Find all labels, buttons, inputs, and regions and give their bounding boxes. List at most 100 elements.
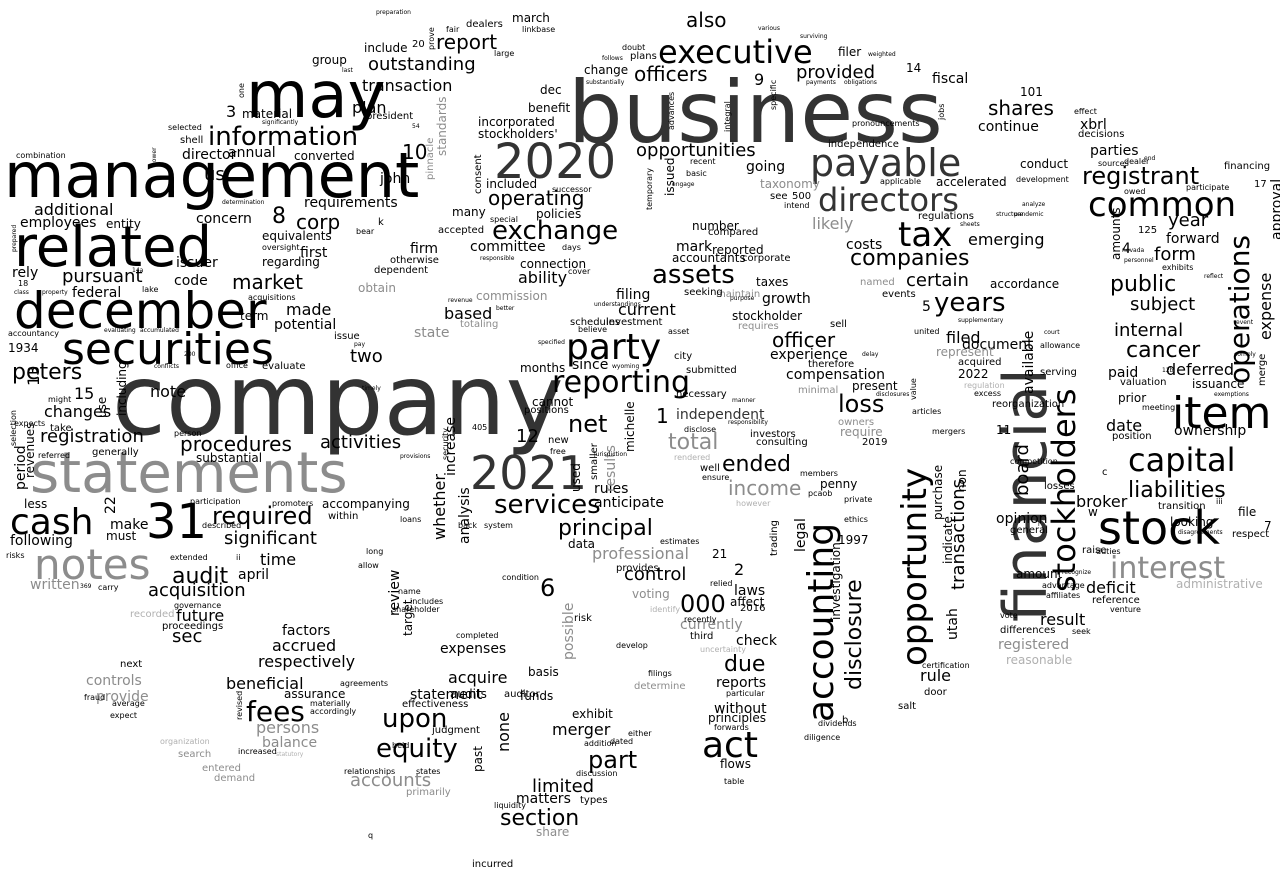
word-shell: shell [180, 135, 204, 146]
word-determination: determination [222, 199, 265, 206]
word-2020: 2020 [494, 134, 617, 190]
word-approval: approval [1269, 178, 1280, 240]
word-possible: possible [561, 602, 577, 660]
word-judgment: judgment [432, 725, 480, 736]
word-march: march [512, 11, 550, 25]
word-respect: respect [1232, 529, 1270, 540]
word-reported: reported [712, 243, 764, 257]
word-statutory: statutory [276, 751, 304, 758]
word-dealers: dealers [466, 19, 503, 30]
word-events: events [882, 289, 916, 300]
word-investigation: investigation [829, 542, 843, 620]
word-cover: cover [568, 267, 591, 276]
word-total: total [668, 430, 719, 455]
word-year: year [1168, 210, 1209, 231]
word-allow: allow [358, 561, 379, 570]
word-michelle: michelle [623, 401, 637, 452]
word-provide: provide [96, 689, 149, 705]
word-penny: penny [820, 477, 858, 491]
word-included: included [486, 177, 538, 191]
word-regulation: regulation [964, 381, 1005, 390]
word-jobs: jobs [937, 103, 946, 120]
word-specific: specific [769, 79, 778, 110]
word-purpose: purpose [730, 295, 755, 302]
word-expense: expense [1256, 272, 1275, 340]
word-since: since [572, 357, 609, 373]
word-check: check [736, 633, 777, 649]
word-market: market [232, 270, 303, 294]
word-valuation: valuation [1120, 377, 1167, 388]
word-net: net [568, 410, 608, 438]
word-reorganization: reorganization [992, 399, 1065, 410]
word-recent: recent [690, 157, 716, 166]
word-filed: filed [946, 328, 981, 347]
word-pinnacle: pinnacle [425, 137, 436, 180]
word-statements: statements [30, 441, 348, 506]
word-combination: combination [16, 151, 66, 160]
word-n4: 4 [1122, 241, 1131, 257]
word-notes: notes [34, 540, 151, 589]
word-primarily: primarily [406, 787, 451, 798]
word-accountancy: accountancy [8, 329, 59, 338]
word-use: use [95, 396, 109, 418]
word-2021: 2021 [470, 446, 588, 500]
word-position: position [1112, 431, 1152, 442]
word-revenues: revenues [23, 422, 37, 478]
word-significantly: significantly [262, 119, 299, 126]
word-tax: tax [898, 215, 953, 255]
word-surviving: surviving [800, 33, 828, 40]
word-funds: funds [520, 689, 554, 703]
word-structure: structure [996, 211, 1024, 218]
word-information: information [208, 122, 359, 152]
word-rely: rely [12, 265, 39, 281]
word-months: months [520, 361, 566, 375]
word-state: state [414, 325, 450, 341]
word-linkbase: linkbase [522, 25, 556, 34]
word-31: 31 [146, 494, 208, 550]
word-obligations: obligations [844, 79, 877, 86]
word-purchase: purchase [931, 464, 945, 520]
word-n2: 2 [734, 560, 745, 579]
word-pandemic: pandemic [1014, 211, 1044, 218]
word-submitted: submitted [686, 365, 737, 376]
word-increased: increased [238, 747, 277, 756]
word-statement: statement [410, 687, 483, 703]
word-n9: 9 [754, 70, 765, 89]
word-non: non [955, 469, 969, 492]
word-n14: 14 [906, 61, 922, 75]
word-bear: bear [356, 227, 375, 236]
word-develop: develop [616, 641, 648, 650]
word-generally: generally [92, 447, 139, 458]
word-file: file [1238, 505, 1257, 519]
word-president: president [366, 111, 414, 122]
word-effect: effect [1074, 107, 1097, 116]
word-n10: 10 [402, 140, 428, 164]
word-conduct: conduct [1020, 157, 1069, 171]
word-n1934: 1934 [8, 341, 39, 355]
word-risks: risks [6, 551, 25, 560]
word-cannot: cannot [532, 395, 574, 409]
word-identify: identify [650, 605, 681, 614]
word-accounts: accounts [350, 770, 432, 791]
word-rules: rules [594, 481, 629, 497]
word-regarding: regarding [262, 255, 320, 269]
word-financing: financing [1224, 161, 1271, 172]
word-n21: 21 [712, 547, 728, 561]
word-equivalents: equivalents [262, 229, 332, 243]
word-additional: additional [34, 200, 114, 219]
word-cash: cash [10, 502, 94, 543]
word-n125: 125 [1138, 225, 1158, 236]
word-see: see [770, 191, 788, 202]
word-deferred: deferred [1166, 360, 1234, 379]
word-due: due [724, 652, 766, 677]
word-cancer: cancer [1126, 338, 1201, 363]
word-acquisitions: acquisitions [248, 293, 296, 302]
word-new: new [548, 435, 569, 446]
word-successor: successor [552, 185, 592, 194]
word-minimal: minimal [798, 385, 839, 396]
word-might: might [48, 395, 72, 404]
word-filings: filings [648, 669, 672, 678]
word-risk: risk [574, 613, 592, 624]
word-years: years [934, 288, 1006, 318]
word-recently: recently [684, 615, 717, 624]
